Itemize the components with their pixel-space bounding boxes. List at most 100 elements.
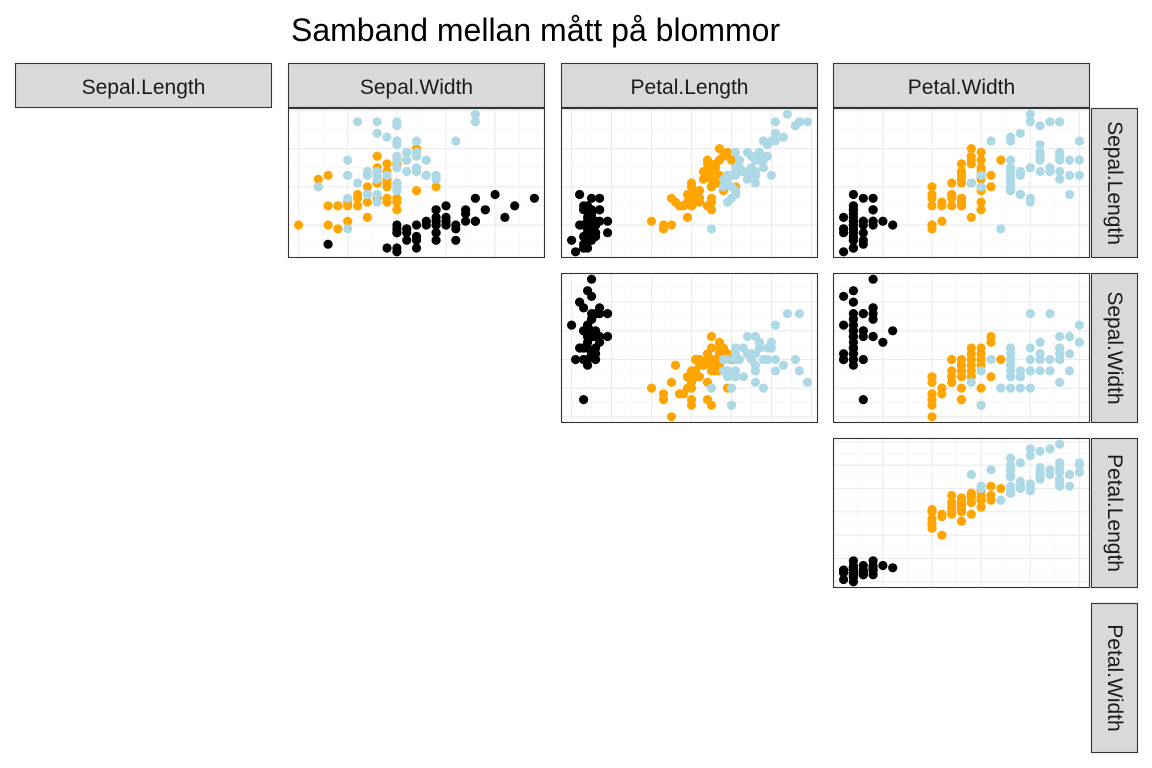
data-point xyxy=(1025,479,1035,489)
data-point xyxy=(603,309,613,319)
data-point xyxy=(1045,117,1055,127)
data-point xyxy=(1055,166,1065,177)
data-point xyxy=(1055,354,1065,365)
data-point xyxy=(1074,320,1084,330)
data-point xyxy=(986,495,996,505)
data-point xyxy=(362,212,372,222)
data-point xyxy=(682,212,693,222)
panel-border xyxy=(560,107,819,259)
data-point xyxy=(758,163,769,173)
panel-border xyxy=(287,107,546,259)
data-point xyxy=(839,291,849,301)
data-point xyxy=(1025,383,1035,393)
data-point xyxy=(666,220,677,230)
data-point xyxy=(421,170,431,180)
data-point xyxy=(726,170,737,180)
row-strip-label: Petal.Width xyxy=(1103,624,1126,731)
data-point xyxy=(1055,439,1065,449)
data-point xyxy=(986,465,996,475)
data-point xyxy=(690,193,701,203)
data-point xyxy=(956,383,967,393)
data-point xyxy=(1015,458,1025,468)
data-point xyxy=(1015,383,1025,393)
data-point xyxy=(698,174,709,184)
data-point xyxy=(802,117,813,127)
data-point xyxy=(839,224,849,234)
data-point xyxy=(461,209,471,219)
data-point xyxy=(1025,309,1035,319)
data-point xyxy=(392,117,402,127)
data-point xyxy=(794,309,805,319)
row-strip-sepal-length: Sepal.Length xyxy=(1090,107,1139,259)
data-point xyxy=(750,366,761,376)
data-point xyxy=(706,224,717,234)
data-point xyxy=(1006,186,1016,196)
strip-label: Sepal.Width xyxy=(360,76,473,99)
data-point xyxy=(333,201,343,211)
data-point xyxy=(1055,343,1065,353)
points xyxy=(294,109,540,257)
row-strip-petal-length: Petal.Length xyxy=(1090,437,1139,589)
data-point xyxy=(986,182,996,192)
data-point xyxy=(750,349,761,359)
data-point xyxy=(766,136,777,146)
data-point xyxy=(686,178,697,188)
data-point xyxy=(1006,166,1016,177)
data-point xyxy=(956,395,967,405)
data-point xyxy=(1015,170,1025,180)
data-point xyxy=(421,220,431,230)
data-point xyxy=(839,212,849,222)
data-point xyxy=(848,354,859,365)
data-point xyxy=(1035,337,1045,347)
data-point xyxy=(927,220,937,230)
data-point xyxy=(754,155,765,165)
data-point xyxy=(595,193,605,203)
data-point xyxy=(868,556,878,566)
panel-petal-width-vs-sepal-length xyxy=(832,107,1091,259)
data-point xyxy=(587,274,597,284)
data-point xyxy=(947,193,957,203)
data-point xyxy=(1006,136,1016,146)
data-point xyxy=(1015,128,1025,138)
data-point xyxy=(402,235,412,245)
data-point xyxy=(927,201,937,211)
data-point xyxy=(868,565,878,575)
data-point xyxy=(1015,372,1025,382)
data-point xyxy=(730,372,741,382)
data-point xyxy=(510,201,520,211)
data-point xyxy=(714,155,725,165)
data-point xyxy=(1035,166,1045,177)
data-point xyxy=(1006,155,1016,165)
data-point xyxy=(441,212,451,222)
data-point xyxy=(996,383,1006,393)
data-point xyxy=(966,493,976,503)
data-point xyxy=(372,189,382,200)
data-point xyxy=(956,159,967,169)
data-point xyxy=(839,320,849,330)
data-point xyxy=(1055,174,1065,184)
data-point xyxy=(750,178,761,188)
data-point xyxy=(1006,488,1016,498)
data-point xyxy=(402,155,412,165)
data-point xyxy=(382,132,392,142)
data-point xyxy=(411,136,422,146)
data-point xyxy=(858,220,868,230)
data-point xyxy=(646,383,657,393)
data-point xyxy=(742,331,753,342)
data-point xyxy=(848,567,859,578)
data-point xyxy=(927,395,937,405)
data-point xyxy=(392,163,402,173)
data-point xyxy=(730,147,741,157)
data-point xyxy=(848,220,859,230)
data-point xyxy=(392,155,402,165)
data-point xyxy=(966,178,976,188)
data-point xyxy=(583,220,593,230)
data-point xyxy=(848,209,859,219)
data-point xyxy=(579,303,589,313)
data-point xyxy=(966,159,976,169)
data-point xyxy=(947,178,957,188)
data-point xyxy=(392,205,402,215)
data-point xyxy=(591,326,601,336)
column-strips: Sepal.Length Sepal.Width Petal.Length Petal… xyxy=(14,62,1091,109)
data-point xyxy=(603,331,613,342)
